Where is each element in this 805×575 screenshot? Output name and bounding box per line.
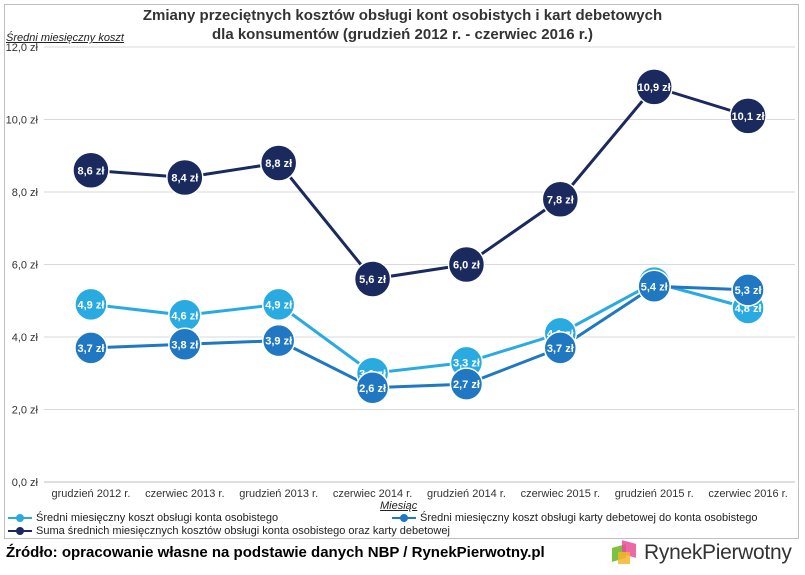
data-label: 10,9 zł: [638, 82, 671, 94]
data-label: 6,0 zł: [453, 260, 480, 272]
data-label: 5,4 zł: [641, 281, 668, 293]
x-tick-label: grudzień 2014 r.: [427, 488, 506, 500]
data-point: [447, 245, 486, 284]
data-point: [449, 367, 484, 401]
rynekpierwotny-logo-icon: [612, 540, 638, 566]
legend-label-konto: Średni miesięczny koszt obsługi konta os…: [36, 512, 279, 524]
x-tick-label: czerwiec 2014 r.: [333, 488, 412, 500]
data-point: [729, 97, 767, 135]
data-point: [72, 151, 110, 189]
data-point: [166, 158, 204, 197]
y-tick-label: 4,0 zł: [12, 332, 39, 344]
data-label: 4,6 zł: [171, 310, 198, 322]
data-label: 2,7 zł: [453, 379, 480, 391]
x-tick-label: czerwiec 2013 r.: [145, 488, 224, 500]
data-label: 3,3 zł: [453, 357, 480, 369]
legend-swatch-suma: [8, 526, 32, 536]
x-tick-label: grudzień 2015 r.: [615, 488, 694, 500]
y-axis-label: Średni miesięczny koszt: [6, 32, 124, 44]
y-tick-label: 6,0 zł: [12, 260, 39, 272]
data-point: [635, 68, 673, 106]
data-label: 8,8 zł: [265, 158, 292, 170]
y-tick-label: 0,0 zł: [12, 477, 39, 489]
data-label: 3,8 zł: [171, 339, 198, 351]
rynekpierwotny-logo[interactable]: RynekPierwotny: [612, 540, 792, 566]
data-label: 5,3 zł: [735, 285, 762, 297]
legend-entry-karta: Średni miesięczny koszt obsługi karty de…: [392, 512, 758, 524]
legend-label-karta: Średni miesięczny koszt obsługi karty de…: [420, 512, 758, 524]
chart-title-line-1: Zmiany przeciętnych kosztów obsługi kont…: [142, 7, 663, 24]
y-tick-label: 10,0 zł: [6, 115, 39, 127]
y-tick-label: 2,0 zł: [12, 405, 39, 417]
data-label: 3,9 zł: [265, 336, 292, 348]
data-label: 3,7 zł: [547, 343, 574, 355]
legend-entry-suma: Suma średnich miesięcznych kosztów obsłu…: [8, 525, 450, 537]
data-point: [355, 371, 390, 405]
data-label: 7,8 zł: [547, 194, 574, 206]
data-point: [74, 287, 108, 322]
data-point: [74, 331, 108, 365]
y-tick-label: 12,0 zł: [6, 42, 39, 54]
data-point: [543, 331, 578, 365]
x-tick-label: czerwiec 2016 r.: [708, 488, 787, 500]
x-tick-label: czerwiec 2015 r.: [521, 488, 600, 500]
data-point: [259, 144, 298, 182]
data-label: 4,9 zł: [265, 299, 292, 311]
data-point: [637, 269, 671, 303]
chart-title-line-2: dla konsumentów (grudzień 2012 r. - czer…: [212, 26, 593, 43]
legend-label-suma: Suma średnich miesięcznych kosztów obsłu…: [36, 525, 450, 537]
data-label: 4,8 zł: [735, 303, 762, 315]
x-axis-label: Miesiąc: [380, 500, 418, 512]
x-tick-label: grudzień 2012 r.: [51, 488, 130, 500]
chart-title: Zmiany przeciętnych kosztów obsługi kont…: [0, 6, 805, 44]
data-label: 5,6 zł: [359, 274, 386, 286]
data-point: [261, 287, 296, 322]
x-tick-label: grudzień 2013 r.: [239, 488, 318, 500]
data-point: [353, 260, 392, 298]
data-label: 2,6 zł: [359, 383, 386, 395]
legend-swatch-karta: [392, 513, 416, 523]
legend-entry-konto: Średni miesięczny koszt obsługi konta os…: [8, 512, 278, 524]
data-label: 10,1 zł: [732, 111, 765, 123]
y-tick-label: 8,0 zł: [12, 187, 39, 199]
data-point: [731, 273, 765, 307]
logo-text: RynekPierwotny: [644, 541, 792, 564]
data-label: 8,6 zł: [77, 165, 104, 177]
data-label: 4,9 zł: [77, 299, 104, 311]
data-label: 8,4 zł: [171, 173, 198, 185]
legend-swatch-konto: [8, 513, 32, 523]
data-point: [168, 327, 202, 361]
data-point: [261, 323, 296, 358]
data-label: 3,7 zł: [77, 343, 104, 355]
source-note: Źródło: opracowanie własne na podstawie …: [6, 544, 545, 561]
data-point: [541, 180, 580, 218]
